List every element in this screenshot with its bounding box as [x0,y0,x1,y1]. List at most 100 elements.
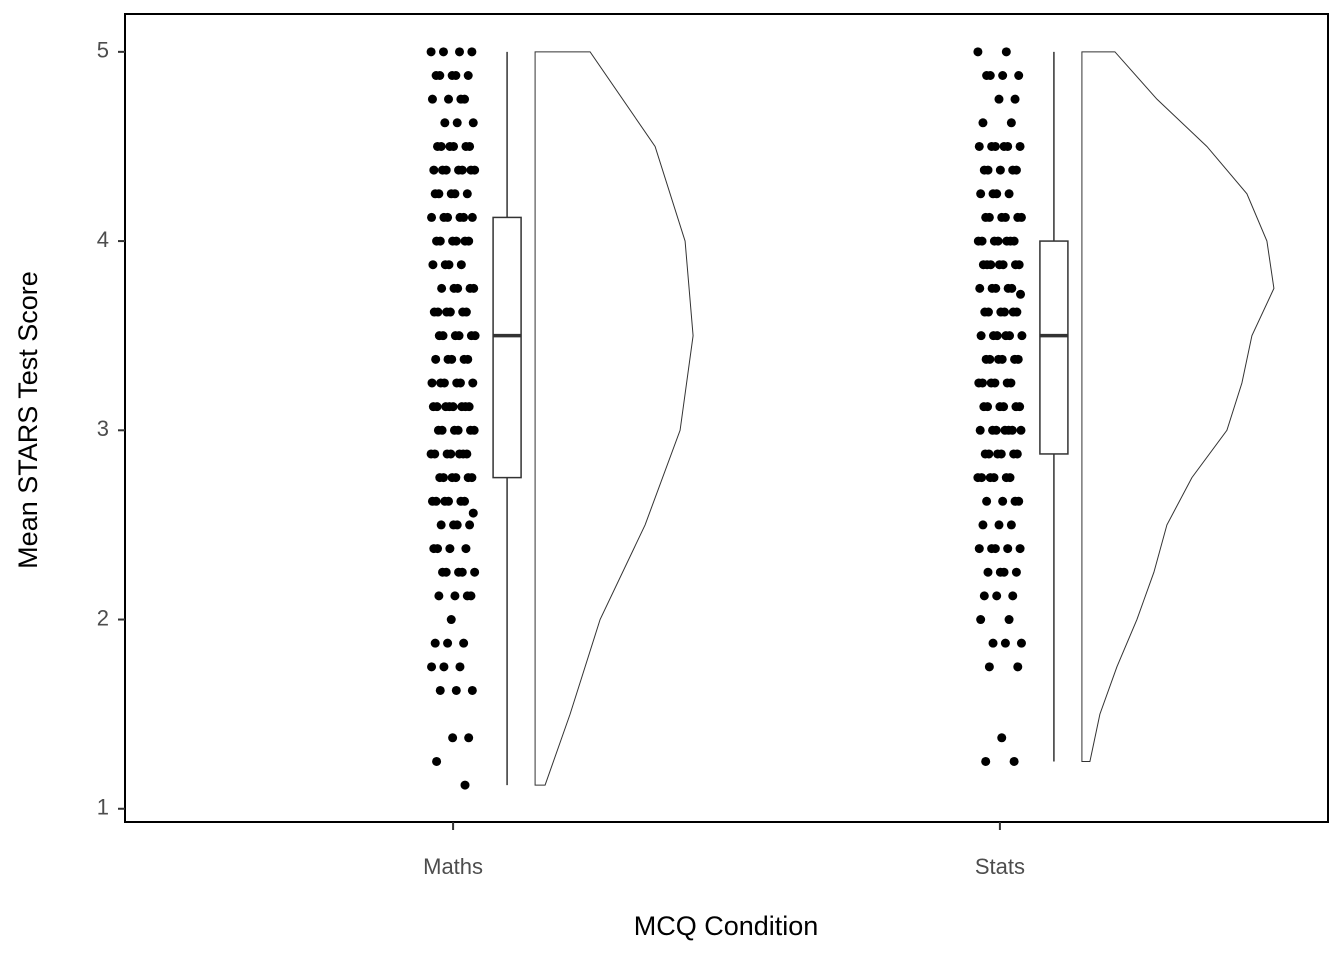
y-tick-label: 2 [97,605,109,630]
point [459,354,469,364]
point [452,378,462,388]
point [979,402,989,412]
point [449,520,459,530]
point [974,141,984,151]
point [1014,70,1024,80]
point [995,567,1005,577]
x-axis-title: MCQ Condition [634,911,819,941]
point [1004,615,1014,625]
point [973,47,983,57]
point [1010,94,1020,104]
point [988,189,998,199]
point [976,615,986,625]
point [462,591,472,601]
box [492,216,522,479]
point [462,189,472,199]
point [441,402,451,412]
box [1039,240,1069,455]
point [980,449,990,459]
point [431,70,441,80]
point [431,354,441,364]
point [456,94,466,104]
point [443,638,453,648]
point [460,236,470,246]
point [1001,473,1011,483]
point [446,615,456,625]
point [437,283,447,293]
point [986,378,996,388]
point [985,473,995,483]
point [1011,567,1021,577]
point [439,662,449,672]
point [975,283,985,293]
point [974,544,984,554]
point [1002,236,1012,246]
point [459,638,469,648]
point [449,425,459,435]
point [467,47,477,57]
point [461,141,471,151]
point [975,425,985,435]
point [994,520,1004,530]
point [445,544,455,554]
point [427,496,437,506]
point [979,165,989,175]
point [987,141,997,151]
point [983,567,993,577]
point [980,307,990,317]
point [427,212,437,222]
point [973,236,983,246]
point [982,496,992,506]
point [447,70,457,80]
point [466,331,476,341]
y-tick-label: 5 [97,38,109,63]
point [429,307,439,317]
point [439,212,449,222]
point [979,591,989,601]
point [1009,449,1019,459]
point [450,591,460,601]
point [995,165,1005,175]
point [429,165,439,175]
point [456,496,466,506]
point [465,283,475,293]
point [436,520,446,530]
point [982,70,992,80]
point [997,212,1007,222]
panel-border [124,13,1329,823]
point [978,520,988,530]
point [430,189,440,199]
point [978,260,988,270]
point [435,685,445,695]
point [994,354,1004,364]
point [461,544,471,554]
point [1002,378,1012,388]
point [427,662,437,672]
density-violin [534,51,694,786]
point [429,544,439,554]
point [435,473,445,483]
point [981,354,991,364]
point [1013,662,1023,672]
point [428,260,438,270]
point [1008,307,1018,317]
point [1009,756,1019,766]
point [1008,591,1018,601]
point [440,496,450,506]
point [1000,638,1010,648]
point [460,780,470,790]
point [428,402,438,412]
point [1010,354,1020,364]
point [442,307,452,317]
point [997,733,1007,743]
point [451,685,461,695]
point [1004,189,1014,199]
point [448,236,458,246]
point [426,449,436,459]
point [452,118,462,128]
point [987,544,997,554]
point [432,236,442,246]
point [1011,402,1021,412]
point [468,508,478,518]
x-tick-label: Stats [975,854,1025,879]
